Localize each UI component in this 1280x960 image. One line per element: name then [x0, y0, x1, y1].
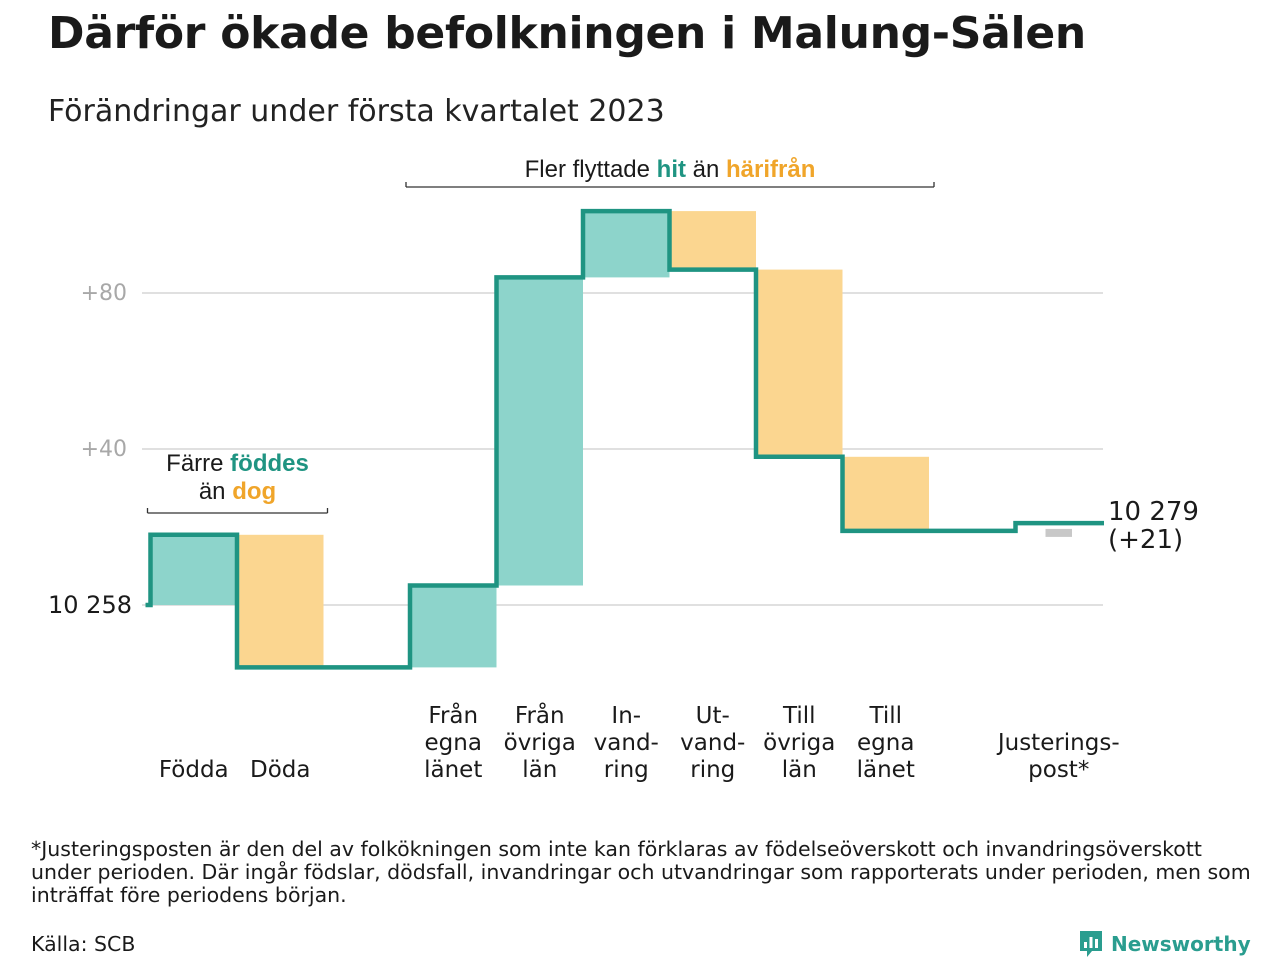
end-change-label: (+21)	[1108, 525, 1183, 555]
category-label-line: ring	[690, 757, 735, 783]
bar	[150, 534, 237, 605]
category-label-line: vand-	[594, 730, 659, 756]
bars	[150, 211, 1072, 668]
footnote: *Justeringsposten är den del av folkökni…	[31, 837, 1251, 907]
source-label: Källa: SCB	[31, 932, 136, 956]
annotation-highlight-births: föddes	[230, 450, 309, 477]
category-label: Från egna länet	[424, 701, 482, 783]
logo-text: Newsworthy	[1111, 932, 1251, 956]
category-label: Ut-vand-ring	[680, 703, 745, 783]
category-label-line: län	[782, 757, 817, 783]
births-annotation-line1: Färre föddes	[166, 450, 309, 477]
step-line-path	[145, 208, 1104, 670]
start-value-label: 10 258	[48, 591, 132, 619]
annotation-text: Färre	[166, 450, 230, 477]
category-label-line: länet	[857, 757, 915, 783]
annotation-text: än	[199, 478, 232, 505]
annotation-text: än	[686, 156, 726, 183]
category-label-line: Födda	[159, 757, 229, 783]
category-label-line: In-	[611, 703, 641, 729]
category-label-line: Till	[868, 703, 902, 729]
category-label: In-vand-ring	[594, 703, 659, 783]
category-label-line: egna	[425, 730, 482, 756]
bar	[583, 211, 670, 278]
category-label-line: Till	[782, 703, 816, 729]
migration-annotation: Fler flyttade hit än härifrån	[525, 156, 816, 183]
bar	[496, 277, 583, 586]
category-label-line: län	[522, 757, 557, 783]
category-label: Från övriga län	[504, 701, 576, 783]
y-tick-label: +80	[81, 281, 127, 306]
births-annotation-line2: än dog	[199, 478, 276, 505]
bar	[756, 269, 843, 457]
category-label-line: Döda	[250, 757, 310, 783]
step-line	[145, 208, 1104, 670]
bar	[1045, 528, 1072, 537]
category-label-line: Justerings-	[996, 730, 1120, 756]
chart-subtitle: Förändringar under första kvartalet 2023	[48, 94, 665, 129]
annotation-text: Fler flyttade	[525, 156, 657, 183]
bar	[842, 456, 929, 531]
category-label: Födda	[159, 757, 229, 783]
category-label: Döda	[250, 757, 310, 783]
bar	[237, 534, 324, 668]
category-label-line: egna	[857, 730, 914, 756]
annotation-highlight-in: hit	[657, 156, 686, 183]
bar	[669, 211, 756, 270]
category-label-line: Från	[428, 701, 478, 729]
category-label-line: vand-	[680, 730, 745, 756]
bar	[410, 585, 497, 668]
category-label-line: Från	[515, 701, 565, 729]
category-label: Till egna länet	[857, 703, 915, 783]
category-label-line: länet	[424, 757, 482, 783]
bar-chart-logo-icon	[1080, 931, 1102, 957]
annotation-highlight-deaths: dog	[232, 478, 276, 505]
category-label-line: Ut-	[696, 703, 730, 729]
chart-title: Därför ökade befolkningen i Malung-Sälen	[48, 8, 1086, 59]
category-label: Till övriga län	[763, 703, 835, 783]
annotation-highlight-out: härifrån	[726, 156, 815, 183]
category-label-line: övriga	[763, 730, 835, 756]
newsworthy-logo: Newsworthy	[1078, 928, 1251, 960]
end-value-label: 10 279	[1108, 497, 1199, 527]
y-tick-label: +40	[81, 437, 127, 462]
category-label-line: post*	[1028, 757, 1089, 783]
category-label-line: ring	[604, 757, 649, 783]
category-label-line: övriga	[504, 730, 576, 756]
category-label: Justerings-post*	[996, 730, 1120, 783]
